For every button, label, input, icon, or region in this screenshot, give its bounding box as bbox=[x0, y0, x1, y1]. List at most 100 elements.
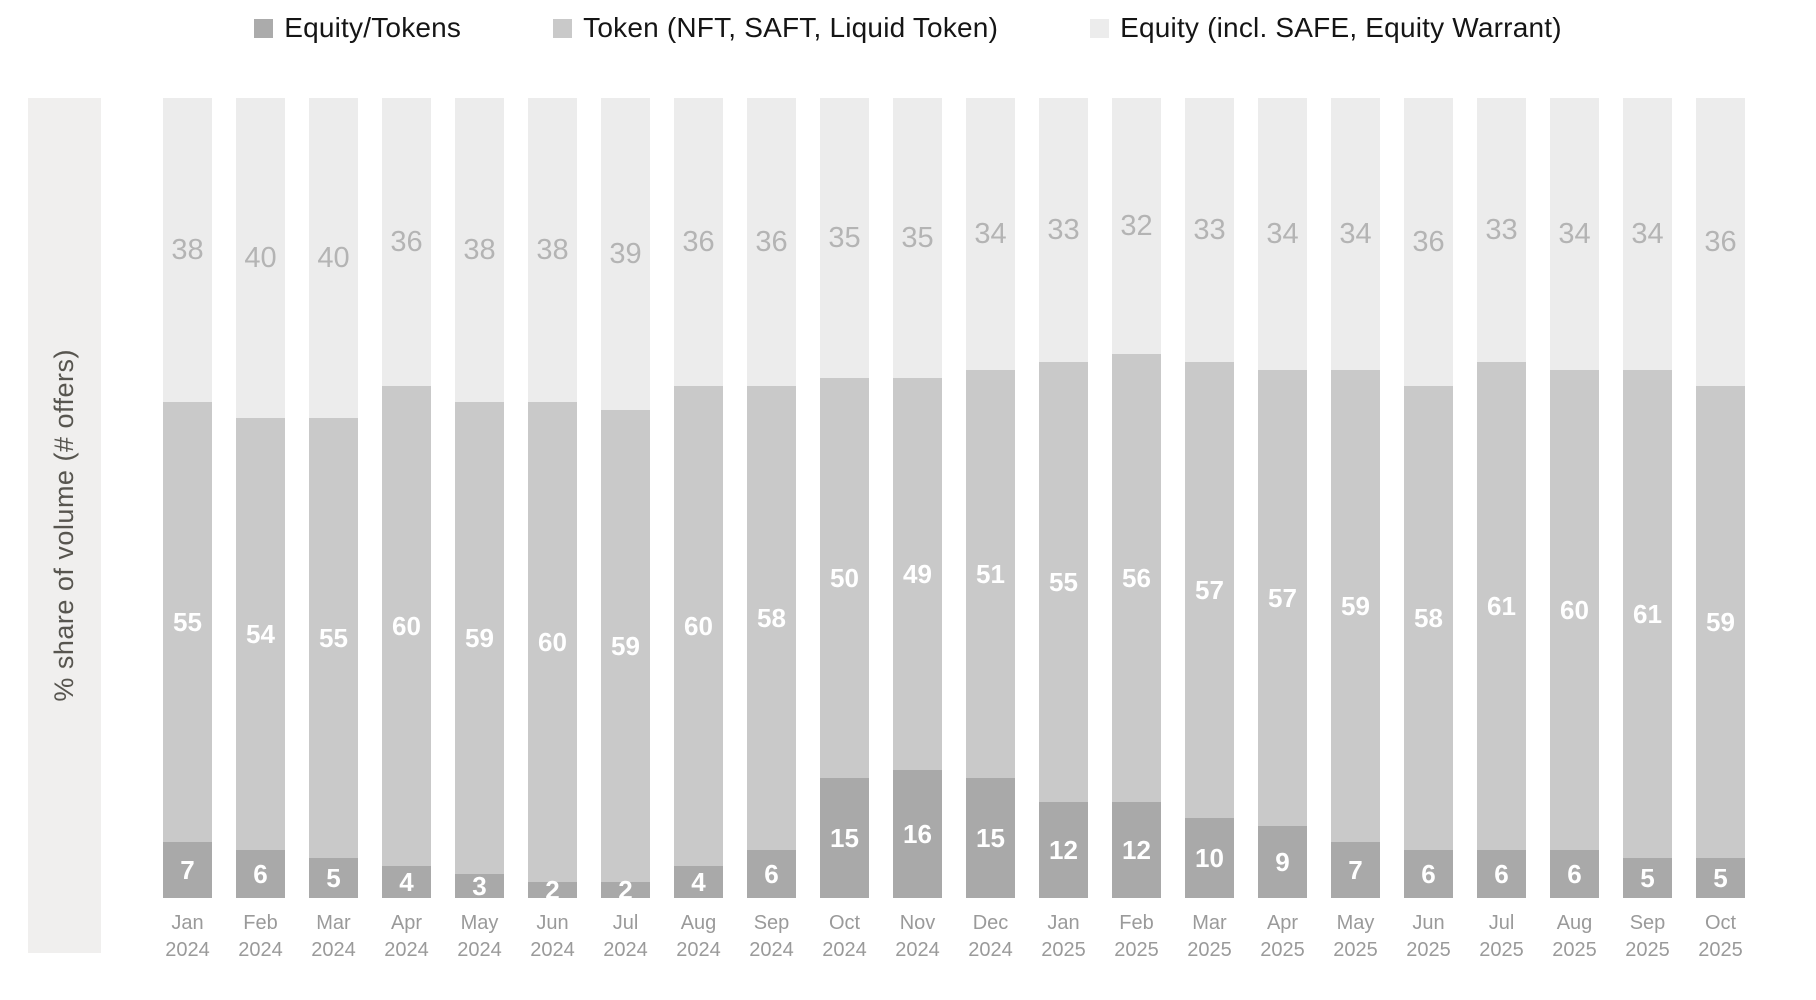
bar-segment-equity-incl-safe: 33 bbox=[1039, 98, 1088, 362]
x-tick-year: 2025 bbox=[1114, 939, 1159, 961]
legend-label: Token (NFT, SAFT, Liquid Token) bbox=[583, 12, 999, 43]
segment-value-label: 57 bbox=[1268, 583, 1297, 613]
segment-value-label: 33 bbox=[1047, 213, 1080, 246]
x-tick-month: Apr bbox=[390, 912, 423, 934]
segment-value-label: 15 bbox=[830, 823, 859, 853]
segment-value-label: 5 bbox=[1640, 863, 1655, 893]
legend-swatch-equity-icon bbox=[1090, 18, 1110, 38]
x-tick-month: Sep bbox=[1629, 912, 1666, 934]
bar-segment-equity-incl-safe: 40 bbox=[236, 98, 285, 418]
stacked-bar: 38 60 2 bbox=[528, 98, 577, 903]
bar-segment-token: 60 bbox=[382, 386, 431, 866]
x-tick-month: Jun bbox=[536, 912, 569, 934]
bar-segment-equity-incl-safe: 32 bbox=[1112, 98, 1161, 354]
stacked-bar: 35 50 15 bbox=[820, 98, 869, 898]
x-tick-year: 2024 bbox=[968, 939, 1013, 961]
x-tick-month: Mar bbox=[1192, 912, 1227, 934]
bar-segment-token: 57 bbox=[1185, 362, 1234, 818]
segment-value-label: 59 bbox=[465, 623, 494, 653]
bar-segment-equity-incl-safe: 33 bbox=[1185, 98, 1234, 362]
x-tick-month: Aug bbox=[1556, 912, 1593, 934]
segment-value-label: 3 bbox=[472, 871, 487, 901]
segment-value-label: 35 bbox=[828, 221, 861, 254]
x-tick-label: Mar 2024 bbox=[297, 910, 370, 964]
x-tick-month: Sep bbox=[753, 912, 790, 934]
segment-value-label: 5 bbox=[326, 863, 341, 893]
bar-segment-equity-tokens: 16 bbox=[893, 770, 942, 898]
bar-segment-equity-incl-safe: 34 bbox=[1331, 98, 1380, 370]
x-tick-label: Apr 2024 bbox=[370, 910, 443, 964]
bar-segment-equity-tokens: 5 bbox=[1623, 858, 1672, 898]
segment-value-label: 40 bbox=[317, 241, 350, 274]
x-tick-label: Oct 2024 bbox=[808, 910, 881, 964]
bar-segment-equity-tokens: 15 bbox=[966, 778, 1015, 898]
segment-value-label: 10 bbox=[1195, 843, 1224, 873]
x-tick-year: 2024 bbox=[165, 939, 210, 961]
x-tick-label: May 2025 bbox=[1319, 910, 1392, 964]
segment-value-label: 7 bbox=[180, 855, 195, 885]
bar-segment-token: 55 bbox=[1039, 362, 1088, 802]
stacked-bar-plot: 38 55 7 Jan 2024 40 54 6 Feb 2024 40 55 5 Mar 2024 36 60… bbox=[163, 98, 1745, 961]
bar-segment-equity-incl-safe: 34 bbox=[966, 98, 1015, 370]
x-tick-label: Sep 2024 bbox=[735, 910, 808, 964]
legend-item-token: Token (NFT, SAFT, Liquid Token) bbox=[553, 12, 998, 44]
bar-segment-token: 51 bbox=[966, 370, 1015, 778]
segment-value-label: 4 bbox=[691, 867, 706, 897]
bar-segment-equity-incl-safe: 39 bbox=[601, 98, 650, 410]
stacked-bar: 36 58 6 bbox=[747, 98, 796, 898]
bar-segment-equity-incl-safe: 36 bbox=[674, 98, 723, 386]
bar-segment-equity-incl-safe: 33 bbox=[1477, 98, 1526, 362]
bar-segment-token: 60 bbox=[674, 386, 723, 866]
bar-segment-equity-tokens: 10 bbox=[1185, 818, 1234, 898]
x-tick-label: Aug 2025 bbox=[1538, 910, 1611, 964]
segment-value-label: 54 bbox=[246, 619, 275, 649]
stacked-bar: 36 59 5 bbox=[1696, 98, 1745, 898]
x-tick-year: 2024 bbox=[822, 939, 867, 961]
bar-segment-equity-tokens: 5 bbox=[1696, 858, 1745, 898]
segment-value-label: 49 bbox=[903, 559, 932, 589]
segment-value-label: 4 bbox=[399, 867, 414, 897]
bar-segment-equity-incl-safe: 36 bbox=[1404, 98, 1453, 386]
stacked-bar: 34 61 5 bbox=[1623, 98, 1672, 898]
bar-segment-token: 55 bbox=[309, 418, 358, 858]
stacked-bar: 36 58 6 bbox=[1404, 98, 1453, 898]
segment-value-label: 34 bbox=[1339, 217, 1372, 250]
segment-value-label: 12 bbox=[1122, 835, 1151, 865]
bar-segment-equity-tokens: 15 bbox=[820, 778, 869, 898]
segment-value-label: 60 bbox=[684, 611, 713, 641]
segment-value-label: 60 bbox=[538, 627, 567, 657]
x-tick-year: 2025 bbox=[1406, 939, 1451, 961]
x-tick-label: Jan 2025 bbox=[1027, 910, 1100, 964]
x-tick-month: Jan bbox=[1047, 912, 1080, 934]
bar-segment-equity-tokens: 3 bbox=[455, 871, 504, 901]
x-tick-label: Feb 2025 bbox=[1100, 910, 1173, 964]
bar-segment-equity-tokens: 7 bbox=[1331, 842, 1380, 898]
x-tick-label: Aug 2024 bbox=[662, 910, 735, 964]
segment-value-label: 55 bbox=[173, 607, 202, 637]
x-tick-year: 2025 bbox=[1260, 939, 1305, 961]
segment-value-label: 36 bbox=[1704, 225, 1737, 258]
bar-segment-token: 60 bbox=[528, 402, 577, 882]
stacked-bar: 39 59 2 bbox=[601, 98, 650, 903]
stacked-bar: 40 54 6 bbox=[236, 98, 285, 898]
segment-value-label: 36 bbox=[1412, 225, 1445, 258]
segment-value-label: 57 bbox=[1195, 575, 1224, 605]
x-tick-month: Dec bbox=[972, 912, 1009, 934]
bar-segment-token: 61 bbox=[1623, 370, 1672, 858]
segment-value-label: 59 bbox=[1341, 591, 1370, 621]
segment-value-label: 16 bbox=[903, 819, 932, 849]
bar-segment-equity-tokens: 4 bbox=[382, 866, 431, 898]
segment-value-label: 61 bbox=[1633, 599, 1662, 629]
bar-segment-token: 59 bbox=[1331, 370, 1380, 842]
bar-segment-token: 58 bbox=[1404, 386, 1453, 850]
segment-value-label: 7 bbox=[1348, 855, 1363, 885]
legend-item-equity-tokens: Equity/Tokens bbox=[254, 12, 461, 44]
bar-segment-token: 50 bbox=[820, 378, 869, 778]
bar-segment-token: 58 bbox=[747, 386, 796, 850]
segment-value-label: 12 bbox=[1049, 835, 1078, 865]
segment-value-label: 55 bbox=[1049, 567, 1078, 597]
x-tick-label: Sep 2025 bbox=[1611, 910, 1684, 964]
segment-value-label: 61 bbox=[1487, 591, 1516, 621]
bar-segment-equity-tokens: 2 bbox=[601, 877, 650, 903]
x-tick-year: 2024 bbox=[749, 939, 794, 961]
